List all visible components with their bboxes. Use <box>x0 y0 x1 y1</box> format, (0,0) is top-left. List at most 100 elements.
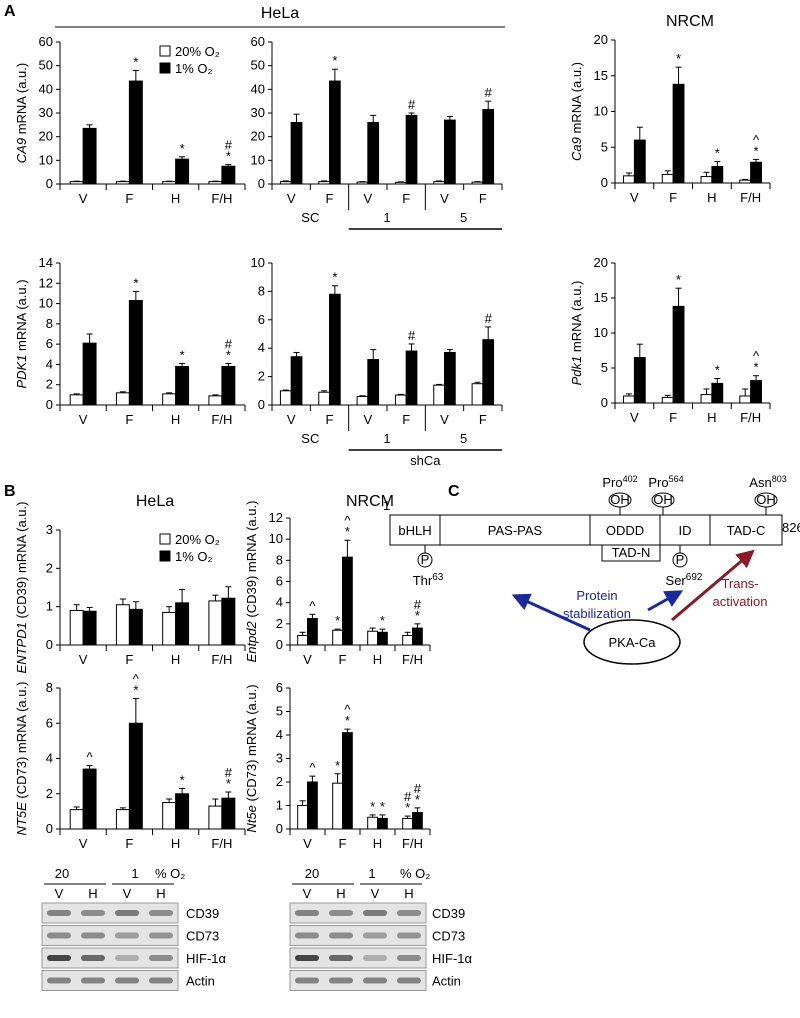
bar <box>623 175 635 184</box>
y-tick-label: 5 <box>601 139 608 154</box>
bar <box>405 114 418 185</box>
y-tick-label: 40 <box>251 81 265 96</box>
blot-band <box>47 910 71 916</box>
y-tick-label: 3 <box>46 522 53 537</box>
bar <box>332 629 344 646</box>
significance-mark: # <box>225 138 233 153</box>
y-tick-label: 6 <box>276 680 283 695</box>
y-tick-label: 20 <box>39 129 53 144</box>
group-label: 1 <box>383 431 390 446</box>
y-tick-label: 5 <box>601 360 608 375</box>
x-tick-label: F <box>326 191 334 206</box>
x-tick-label: F <box>326 412 334 427</box>
blot-band <box>81 910 105 916</box>
bar <box>367 816 379 830</box>
effect-label: stabilization <box>563 606 631 621</box>
bar <box>672 305 685 404</box>
blot-band <box>295 910 319 916</box>
blot-band <box>363 932 387 939</box>
group-label: 5 <box>460 431 467 446</box>
y-tick-label: 10 <box>269 531 283 546</box>
x-tick-label: F/H <box>740 190 761 205</box>
significance-mark: * <box>180 141 185 156</box>
group-label: 1 <box>383 210 390 225</box>
y-tick-label: 8 <box>276 552 283 567</box>
y-axis-label: CA9 mRNA (a.u.) <box>14 63 29 163</box>
x-tick-label: H <box>707 190 716 205</box>
x-tick-label: V <box>303 836 312 851</box>
y-tick-label: 2 <box>258 369 265 384</box>
y-tick-label: 8 <box>46 680 53 695</box>
protein-label: Actin <box>186 974 215 989</box>
site-group: OH <box>610 492 630 507</box>
y-tick-label: 5 <box>276 704 283 719</box>
bar <box>444 351 456 406</box>
start-label: 1 <box>383 498 390 513</box>
bar <box>377 631 388 646</box>
condition-label: 20 <box>55 866 69 881</box>
domain-label: TAD-C <box>727 523 766 538</box>
arrow <box>671 549 755 622</box>
group-label: SC <box>301 431 319 446</box>
group-title: shCa <box>410 453 441 468</box>
y-tick-label: 15 <box>594 290 608 305</box>
legend-label: 1% O₂ <box>175 61 213 76</box>
significance-mark: * <box>133 54 138 69</box>
bar <box>633 139 646 184</box>
bar <box>162 393 177 406</box>
bar <box>356 181 369 185</box>
bar <box>471 181 484 185</box>
bar <box>69 809 84 830</box>
y-label-text: mRNA (a.u.) <box>569 281 584 356</box>
y-label-gene: NT5E <box>14 802 29 836</box>
y-tick-label: 6 <box>276 574 283 589</box>
site-group: P <box>421 552 430 567</box>
y-tick-label: 4 <box>276 727 283 742</box>
significance-mark: * <box>415 792 420 807</box>
y-label-text: (CD39) mRNA (a.u.) <box>14 502 29 623</box>
y-label-text: (CD73) mRNA (a.u.) <box>14 682 29 803</box>
bar <box>471 383 484 406</box>
y-tick-label: 6 <box>46 715 53 730</box>
y-tick-label: 40 <box>39 81 53 96</box>
bar <box>221 597 236 646</box>
significance-mark: * <box>180 347 185 362</box>
x-tick-label: F <box>669 190 677 205</box>
bar <box>115 181 130 185</box>
bar <box>307 618 318 646</box>
y-tick-label: 3 <box>276 751 283 766</box>
y-label-gene: Pdk1 <box>569 356 584 386</box>
bar <box>221 165 236 185</box>
lane-label: H <box>88 886 97 901</box>
y-tick-label: 0 <box>46 397 53 412</box>
y-tick-label: 30 <box>39 105 53 120</box>
bar <box>318 181 330 185</box>
x-tick-label: V <box>79 191 88 206</box>
site-oval <box>754 492 778 508</box>
y-tick-label: 2 <box>46 786 53 801</box>
significance-mark: # <box>485 311 493 326</box>
bar <box>128 608 143 646</box>
bar <box>661 396 674 404</box>
y-tick-label: 2 <box>276 774 283 789</box>
blot-band <box>81 977 105 984</box>
blot-band <box>397 910 421 916</box>
bar <box>290 356 303 406</box>
x-tick-label: F/H <box>402 836 423 851</box>
x-tick-label: V <box>79 412 88 427</box>
bar <box>623 395 635 404</box>
significance-mark: * <box>133 275 138 290</box>
x-tick-label: F/H <box>402 652 423 667</box>
protein-label: CD39 <box>432 906 465 921</box>
x-tick-label: F <box>479 191 487 206</box>
kinase-label: PKA-Ca <box>609 635 657 650</box>
bar <box>700 394 713 404</box>
legend-swatch <box>159 45 171 57</box>
bar <box>128 722 143 830</box>
y-tick-label: 2 <box>46 377 53 392</box>
domain-label: bHLH <box>398 523 431 538</box>
blot-band <box>81 955 105 961</box>
legend-label: 20% O₂ <box>175 532 220 547</box>
